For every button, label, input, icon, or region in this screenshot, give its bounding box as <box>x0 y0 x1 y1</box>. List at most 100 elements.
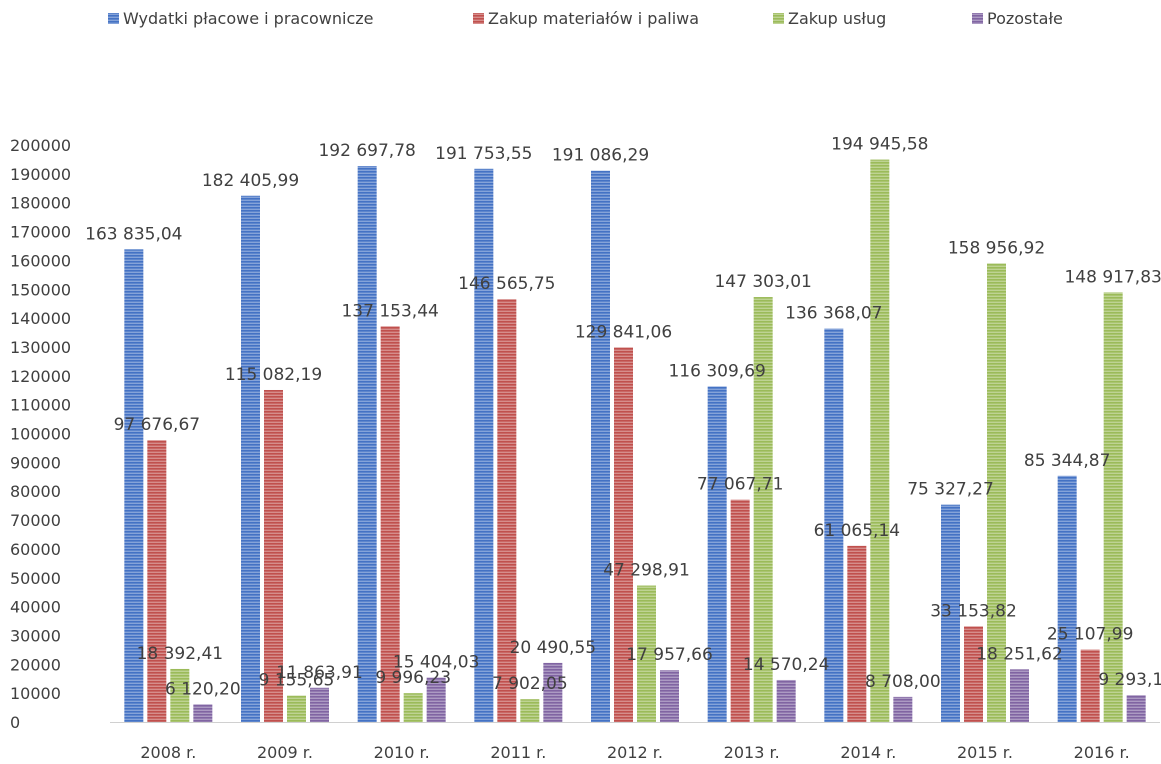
y-tick-label: 40000 <box>10 598 61 617</box>
data-label: 194 945,58 <box>831 135 928 155</box>
data-label: 17 957,66 <box>626 645 713 665</box>
bar <box>193 704 213 722</box>
legend-label-1: Wydatki płacowe i pracownicze <box>123 9 374 28</box>
y-tick-label: 200000 <box>10 136 71 155</box>
data-label: 11 863,91 <box>276 663 363 683</box>
bar <box>941 504 960 722</box>
data-label: 137 153,44 <box>341 301 438 321</box>
data-label: 33 153,82 <box>930 601 1017 621</box>
legend-label-4: Pozostałe <box>987 9 1063 28</box>
data-label: 15 404,03 <box>393 653 480 673</box>
bars <box>124 159 1146 723</box>
y-tick-label: 110000 <box>10 396 71 415</box>
data-label: 18 392,41 <box>137 644 224 664</box>
data-label: 148 917,83 <box>1064 267 1161 287</box>
legend: Wydatki płacowe i pracownicze Zakup mater… <box>108 9 1063 28</box>
x-tick-label: 2014 r. <box>840 743 896 762</box>
bar <box>520 699 540 722</box>
y-tick-label: 0 <box>10 713 20 732</box>
bar <box>893 696 913 722</box>
y-tick-label: 70000 <box>10 511 61 530</box>
bar <box>241 195 260 722</box>
data-label: 129 841,06 <box>575 322 672 342</box>
data-label: 75 327,27 <box>907 480 994 500</box>
bar <box>147 440 167 722</box>
bar <box>753 297 773 722</box>
data-label: 116 309,69 <box>668 361 765 381</box>
data-label: 25 107,99 <box>1047 625 1134 645</box>
y-tick-label: 180000 <box>10 194 71 213</box>
bar <box>497 299 517 722</box>
y-tick-label: 190000 <box>10 165 71 184</box>
x-tick-label: 2011 r. <box>490 743 546 762</box>
x-tick-label: 2016 r. <box>1074 743 1130 762</box>
data-label: 7 902,05 <box>492 674 568 694</box>
bar <box>870 159 890 722</box>
legend-swatch-1 <box>108 13 119 24</box>
y-tick-label: 90000 <box>10 453 61 472</box>
data-label: 115 082,19 <box>225 365 322 385</box>
bar <box>591 170 610 722</box>
y-tick-label: 20000 <box>10 655 61 674</box>
bar <box>287 695 306 722</box>
bar <box>660 670 679 722</box>
y-tick-label: 100000 <box>10 425 71 444</box>
data-label: 147 303,01 <box>714 272 811 292</box>
y-tick-label: 30000 <box>10 626 61 645</box>
y-tick-label: 50000 <box>10 569 61 588</box>
bar <box>847 545 867 722</box>
legend-swatch-3 <box>773 13 784 24</box>
bar <box>1126 695 1146 722</box>
bar <box>403 693 423 722</box>
bar <box>357 166 377 723</box>
data-label: 85 344,87 <box>1024 451 1111 471</box>
bar <box>964 626 983 722</box>
bar <box>264 389 283 722</box>
bar <box>637 585 656 722</box>
data-label: 9 996,23 <box>375 668 451 688</box>
bar <box>1103 292 1123 722</box>
y-tick-label: 80000 <box>10 482 61 501</box>
y-tick-label: 60000 <box>10 540 61 559</box>
data-label: 8 708,00 <box>865 672 941 692</box>
y-tick-label: 150000 <box>10 280 71 299</box>
data-label: 158 956,92 <box>948 238 1045 258</box>
x-tick-label: 2008 r. <box>140 743 196 762</box>
bar <box>124 249 144 722</box>
x-tick-label: 2009 r. <box>257 743 313 762</box>
data-label: 192 697,78 <box>318 141 415 161</box>
bar <box>543 662 563 722</box>
x-axis: 2008 r. 2009 r. 2010 r. 2011 r. 2012 r. 2013 … <box>110 722 1160 762</box>
y-tick-label: 10000 <box>10 684 61 703</box>
y-tick-label: 170000 <box>10 223 71 242</box>
bar <box>380 326 400 722</box>
bar <box>310 687 329 722</box>
x-tick-label: 2015 r. <box>957 743 1013 762</box>
data-label: 182 405,99 <box>202 171 299 191</box>
bar <box>730 499 750 722</box>
data-label: 9 155,65 <box>259 671 335 691</box>
data-labels: 163 835,04 97 676,67 18 392,41 6 120,20 182 … <box>85 135 1161 700</box>
y-tick-label: 160000 <box>10 251 71 270</box>
data-label: 61 065,14 <box>814 521 901 541</box>
data-label: 6 120,20 <box>165 679 241 699</box>
y-tick-label: 140000 <box>10 309 71 328</box>
bar <box>776 679 796 722</box>
bar <box>824 328 844 722</box>
bar <box>1080 649 1100 722</box>
data-label: 9 293,13 <box>1098 670 1161 690</box>
data-label: 191 086,29 <box>552 146 649 166</box>
bar <box>707 386 727 722</box>
x-tick-label: 2013 r. <box>724 743 780 762</box>
data-label: 14 570,24 <box>743 655 830 675</box>
data-label: 163 835,04 <box>85 224 182 244</box>
legend-label-3: Zakup usług <box>788 9 886 28</box>
bar <box>987 263 1006 722</box>
data-label: 97 676,67 <box>114 415 201 435</box>
data-label: 47 298,91 <box>603 561 690 581</box>
y-axis: 0 10000 20000 30000 40000 50000 60000 70000 8000… <box>10 136 71 732</box>
x-tick-label: 2010 r. <box>374 743 430 762</box>
y-tick-label: 130000 <box>10 338 71 357</box>
x-tick-label: 2012 r. <box>607 743 663 762</box>
